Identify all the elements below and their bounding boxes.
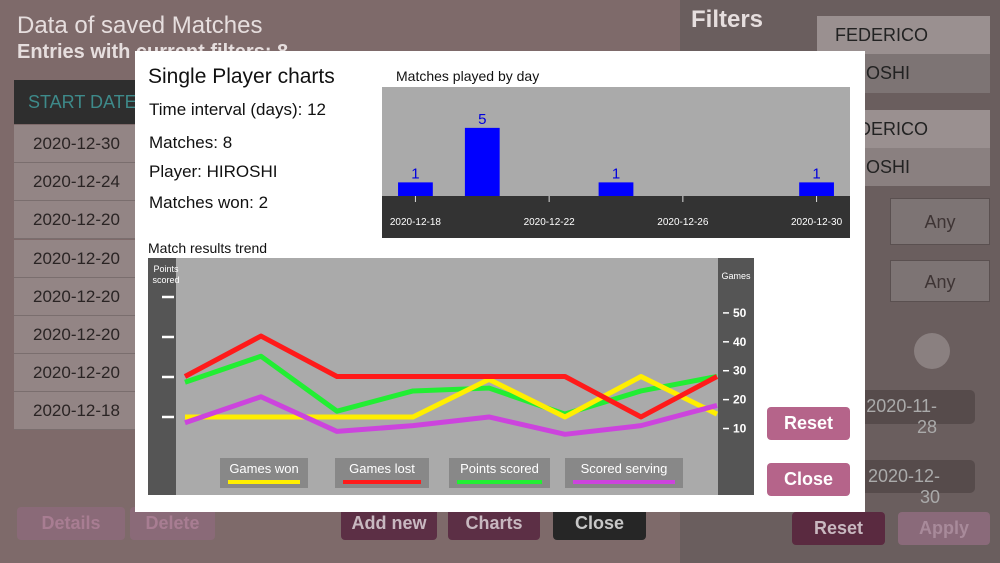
right-axis-strip (718, 258, 754, 495)
bar (799, 182, 834, 196)
left-axis-ticks (162, 295, 174, 419)
reset-button[interactable]: Reset (792, 512, 885, 545)
y-tick-label: 20 (733, 393, 747, 407)
series-line (185, 374, 719, 420)
player-option[interactable]: FEDERICO (817, 16, 990, 54)
plot-area (382, 87, 850, 196)
bar (598, 182, 634, 196)
x-tick-label: 2020-12-26 (657, 217, 709, 228)
legend-label: Points scored (460, 461, 539, 476)
y-tick-label: 50 (733, 306, 747, 320)
info-text: Matches: 8 (149, 133, 233, 152)
toggle[interactable] (914, 333, 950, 369)
date-to[interactable]: 2020-12-30 (850, 460, 975, 507)
modal-close-button[interactable]: Close (767, 463, 850, 496)
y-axis-label: Games (721, 271, 751, 281)
series-line (184, 353, 718, 417)
chart-title: Matches played by day (396, 68, 540, 84)
y-tick-label: 40 (733, 335, 747, 349)
close-button[interactable]: Close (553, 507, 646, 540)
left-axis-label: Points scored (152, 264, 180, 285)
apply-button[interactable]: Apply (898, 512, 990, 545)
value-label: 1 (812, 165, 820, 182)
info-text: Time interval (days): 12 (149, 100, 326, 119)
page-title: Data of saved Matches (17, 12, 263, 39)
value-label: 1 (612, 165, 620, 182)
value-label: 1 (411, 165, 419, 182)
legend-label: Scored serving (581, 461, 668, 476)
info-text: Matches won: 2 (149, 193, 269, 212)
delete-button[interactable]: Delete (130, 507, 215, 540)
bar (464, 127, 500, 196)
info-text: Player: HIROSHI (149, 162, 278, 181)
bar-chart: 2020-12-18 2020-12-22 2020-12-26 2020-12-30… (382, 87, 850, 238)
charts-button[interactable]: Charts (448, 507, 540, 540)
bar (398, 182, 433, 196)
add-new-button[interactable]: Add new (341, 507, 437, 540)
modal-title: Single Player charts (148, 65, 335, 88)
x-axis-strip (382, 196, 850, 238)
option-any[interactable]: Any (890, 198, 990, 245)
value-label: 5 (478, 111, 486, 128)
x-tick-label: 2020-12-30 (791, 217, 843, 228)
legend-label: Games lost (349, 461, 415, 476)
x-tick-label: 2020-12-18 (390, 217, 442, 228)
series-line (183, 333, 719, 420)
option-any[interactable]: Any (890, 260, 990, 302)
filters-title: Filters (691, 6, 764, 33)
legend-label: Games won (229, 461, 298, 476)
y-tick-label: 30 (733, 364, 747, 378)
modal-reset-button[interactable]: Reset (767, 407, 850, 440)
date-from[interactable]: 2020-11-28 (850, 390, 975, 437)
y-tick-label: 10 (733, 422, 747, 436)
chart-title: Match results trend (148, 240, 268, 256)
series-line (184, 394, 718, 437)
line-chart: Games 10 20 30 40 50 Games won Games lost Point… (148, 258, 754, 495)
x-tick-label: 2020-12-22 (524, 217, 576, 228)
details-button[interactable]: Details (17, 507, 125, 540)
column-header: START DATE (28, 92, 137, 112)
